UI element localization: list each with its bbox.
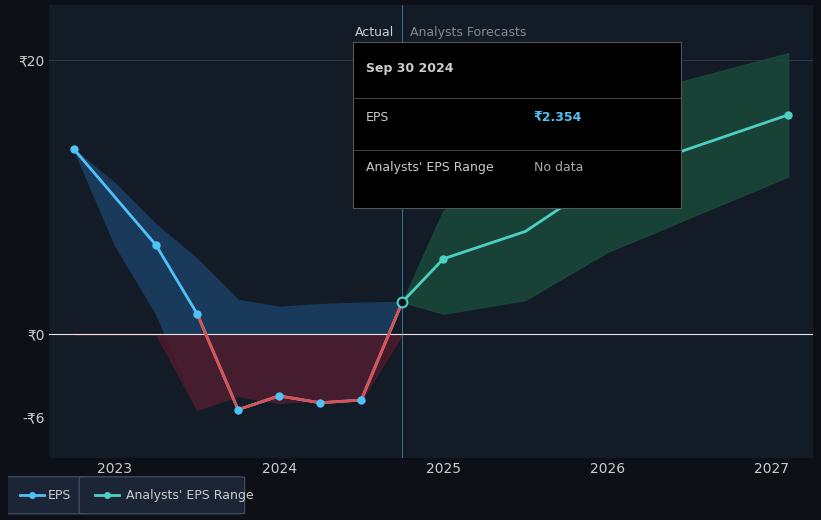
Text: EPS: EPS <box>366 111 389 124</box>
FancyBboxPatch shape <box>79 477 245 514</box>
Text: Analysts' EPS Range: Analysts' EPS Range <box>366 161 493 174</box>
Text: Analysts' EPS Range: Analysts' EPS Range <box>126 489 254 502</box>
Text: Sep 30 2024: Sep 30 2024 <box>366 61 454 74</box>
Text: Actual: Actual <box>355 26 394 39</box>
Text: EPS: EPS <box>48 489 71 502</box>
Text: ₹2.354: ₹2.354 <box>534 111 582 124</box>
Text: Analysts Forecasts: Analysts Forecasts <box>410 26 527 39</box>
FancyBboxPatch shape <box>4 477 87 514</box>
Text: No data: No data <box>534 161 583 174</box>
